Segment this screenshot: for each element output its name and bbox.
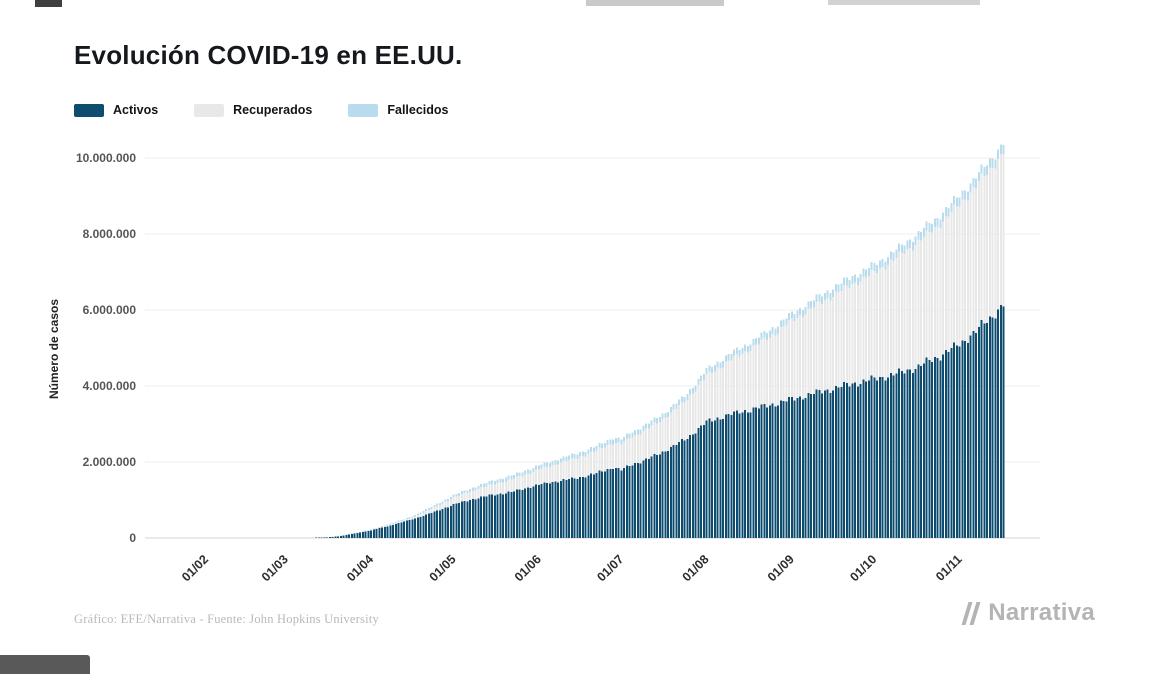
legend-label-activos: Activos (113, 103, 159, 117)
legend-swatch-fallecidos-icon (348, 103, 379, 117)
svg-text:01/08: 01/08 (680, 552, 712, 584)
chart-legend: Activos Recuperados Fallecidos (74, 103, 449, 117)
svg-text:01/07: 01/07 (594, 552, 626, 584)
svg-text:6.000.000: 6.000.000 (83, 303, 137, 317)
legend-label-recuperados: Recuperados (233, 103, 313, 117)
svg-text:01/04: 01/04 (344, 552, 376, 584)
legend-swatch-recuperados-icon (194, 103, 225, 117)
screen-artifact-top-right (828, 0, 980, 5)
svg-text:2.000.000: 2.000.000 (83, 455, 137, 469)
svg-text:01/05: 01/05 (427, 552, 459, 584)
svg-text:0: 0 (129, 531, 136, 545)
svg-text:01/10: 01/10 (847, 552, 879, 584)
narrativa-wordmark: Narrativa (988, 599, 1095, 626)
narrativa-logo: Narrativa (958, 599, 1095, 627)
narrativa-n-icon (961, 602, 981, 625)
page-title: Evolución COVID-19 en EE.UU. (74, 40, 463, 70)
screen-artifact-top-left (35, 0, 62, 7)
screen-artifact-bottom-left (0, 655, 90, 674)
svg-text:01/06: 01/06 (512, 552, 544, 584)
legend-item-recuperados: Recuperados (194, 103, 312, 117)
svg-text:4.000.000: 4.000.000 (83, 379, 137, 393)
source-credit: Gráfico: EFE/Narrativa - Fuente: John Ho… (74, 612, 379, 626)
svg-text:01/11: 01/11 (933, 552, 965, 584)
svg-text:01/02: 01/02 (179, 552, 211, 584)
svg-text:10.000.000: 10.000.000 (76, 151, 136, 165)
legend-item-fallecidos: Fallecidos (348, 103, 449, 117)
legend-label-fallecidos: Fallecidos (387, 103, 449, 117)
svg-text:01/03: 01/03 (259, 552, 291, 584)
legend-swatch-activos-icon (74, 103, 104, 117)
screen-artifact-top-middle (586, 0, 724, 6)
svg-text:01/09: 01/09 (765, 552, 797, 584)
legend-item-activos: Activos (74, 103, 158, 117)
svg-text:8.000.000: 8.000.000 (83, 227, 137, 241)
